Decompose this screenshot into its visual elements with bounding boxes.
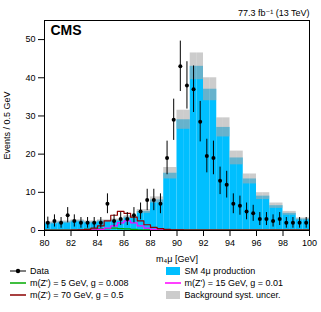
html-text:SM 4μ production: SM 4μ production [184, 266, 256, 276]
svg-text:50: 50 [25, 34, 35, 44]
svg-text:Events / 0.5 GeV: Events / 0.5 GeV [2, 91, 12, 159]
svg-text:82: 82 [66, 238, 76, 248]
svg-text:90: 90 [172, 238, 182, 248]
svg-text:88: 88 [145, 238, 155, 248]
svg-text:84: 84 [92, 238, 102, 248]
html-text:m(Z') = 70 GeV, g = 0.5: m(Z') = 70 GeV, g = 0.5 [30, 290, 124, 300]
svg-text:80: 80 [39, 238, 49, 248]
svg-text:86: 86 [119, 238, 129, 248]
svg-text:CMS: CMS [51, 22, 82, 38]
svg-text:92: 92 [198, 238, 208, 248]
svg-text:98: 98 [278, 238, 288, 248]
svg-text:77.3 fb⁻¹ (13 TeV): 77.3 fb⁻¹ (13 TeV) [238, 8, 310, 18]
svg-text:10: 10 [25, 187, 35, 197]
html-text:m(Z') = 5 GeV, g = 0.008: m(Z') = 5 GeV, g = 0.008 [30, 278, 129, 288]
svg-text:40: 40 [25, 73, 35, 83]
svg-text:m₄μ [GeV]: m₄μ [GeV] [156, 254, 198, 264]
html-text:m(Z') = 15 GeV, g = 0.01: m(Z') = 15 GeV, g = 0.01 [184, 278, 283, 288]
html-text:Data: Data [30, 266, 49, 276]
svg-text:94: 94 [225, 238, 235, 248]
html-text:Background syst. uncer.: Background syst. uncer. [184, 290, 281, 300]
svg-text:96: 96 [251, 238, 261, 248]
svg-text:100: 100 [302, 238, 317, 248]
svg-text:0: 0 [30, 225, 35, 235]
svg-text:20: 20 [25, 149, 35, 159]
svg-text:30: 30 [25, 111, 35, 121]
